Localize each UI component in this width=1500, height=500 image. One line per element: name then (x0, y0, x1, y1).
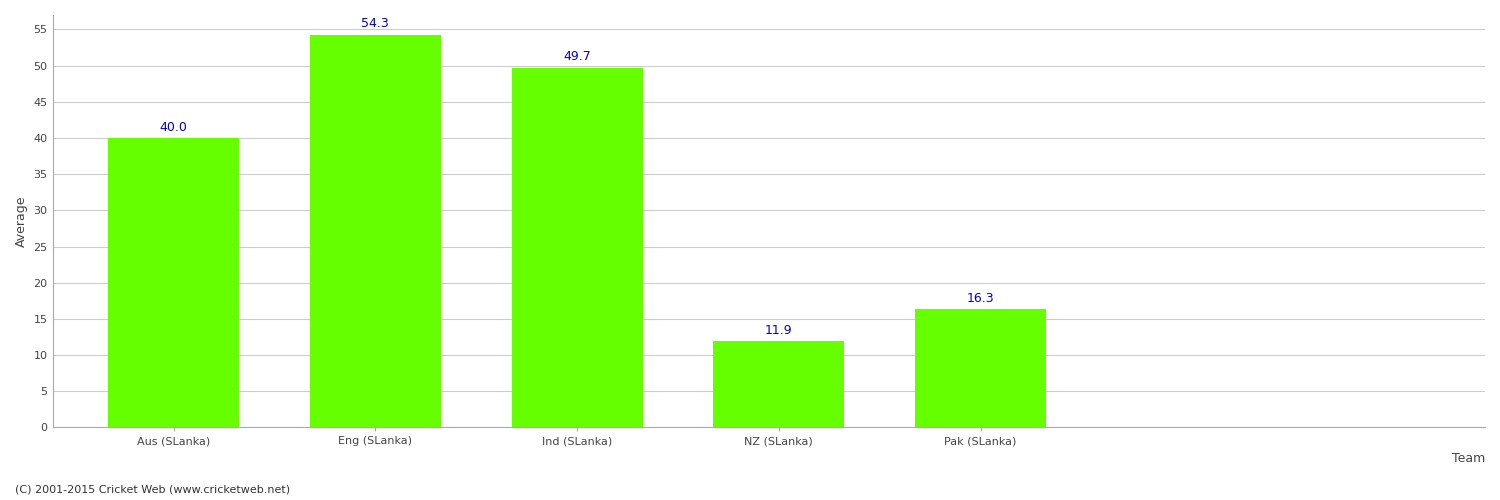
Bar (714, 342, 844, 428)
Y-axis label: Average: Average (15, 196, 28, 247)
Text: 54.3: 54.3 (362, 17, 388, 30)
Text: 11.9: 11.9 (765, 324, 792, 337)
Bar (310, 34, 441, 428)
Text: 49.7: 49.7 (562, 50, 591, 64)
Text: (C) 2001-2015 Cricket Web (www.cricketweb.net): (C) 2001-2015 Cricket Web (www.cricketwe… (15, 485, 290, 495)
Bar (108, 138, 238, 428)
Text: 40.0: 40.0 (159, 120, 188, 134)
Text: 16.3: 16.3 (968, 292, 994, 305)
Bar (512, 68, 642, 428)
X-axis label: Team: Team (1452, 452, 1485, 465)
Bar (915, 310, 1046, 428)
